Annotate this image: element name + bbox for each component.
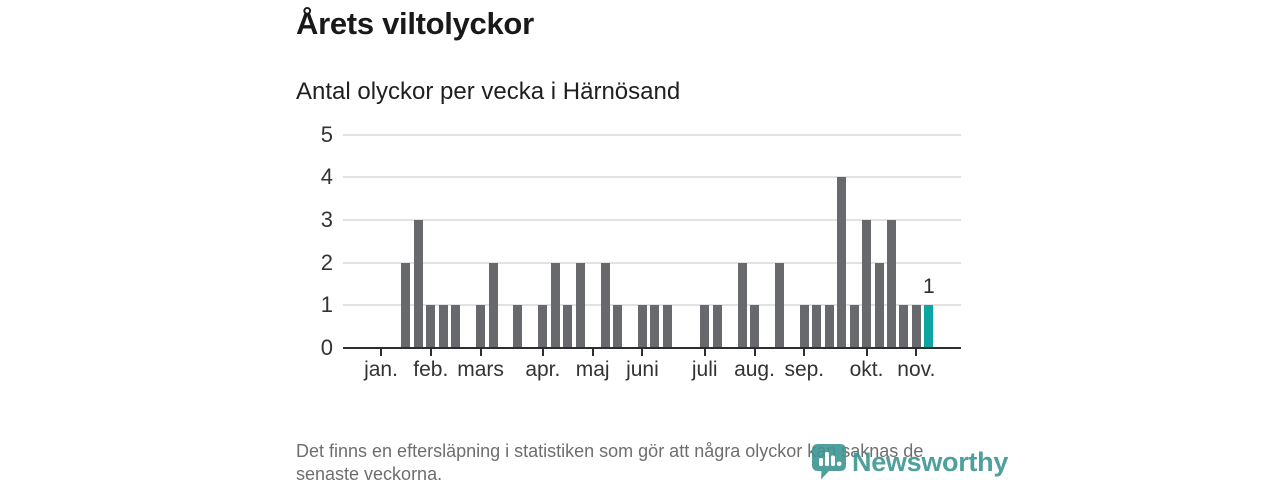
bar-week-40 (862, 219, 872, 347)
bar-week-27 (700, 305, 710, 347)
x-tick-maj (591, 348, 594, 356)
x-axis-label-nov: nov. (897, 358, 936, 381)
x-axis-label-juni: juni (626, 358, 659, 381)
bar-week-44 (911, 305, 921, 347)
bar-week-9 (476, 305, 486, 347)
bar-week-37 (824, 305, 834, 347)
chart-subtitle: Antal olyckor per vecka i Härnösand (296, 78, 681, 105)
x-tick-juli (703, 348, 706, 356)
bar-week-15 (550, 262, 560, 347)
bar-week-12 (513, 305, 523, 347)
x-axis-label-jan: jan. (364, 358, 398, 381)
x-axis-label-apr: apr. (525, 358, 561, 381)
chart-title: Årets viltolyckor (296, 6, 534, 41)
y-axis-label-5: 5 (320, 121, 333, 147)
bar-week-43 (899, 305, 909, 347)
bar-week-10 (488, 262, 498, 347)
bar-week-24 (662, 305, 672, 347)
bar-week-7 (451, 305, 461, 347)
x-tick-sep (803, 348, 806, 356)
gridline-4 (343, 176, 961, 179)
bar-week-14 (538, 305, 548, 347)
x-tick-okt (865, 348, 868, 356)
y-axis-label-0: 0 (320, 335, 333, 360)
bar-week-23 (650, 305, 660, 347)
bar-week-17 (575, 262, 585, 347)
x-tick-nov (915, 348, 918, 356)
gridline-5 (343, 133, 961, 136)
bar-week-5 (426, 305, 436, 347)
highlight-value-label: 1 (922, 275, 935, 299)
bar-week-22 (637, 305, 647, 347)
footnote-line-2: senaste veckorna. (296, 464, 443, 480)
bar-week-4 (413, 219, 423, 347)
newsworthy-logo-text: Newsworthy (852, 446, 1009, 477)
newsworthy-pin-barchart-icon (812, 444, 846, 480)
x-tick-juni (641, 348, 644, 356)
bar-week-16 (563, 305, 573, 347)
x-axis-label-aug: aug. (734, 358, 775, 381)
x-tick-apr (541, 348, 544, 356)
y-axis-label-3: 3 (320, 206, 333, 232)
x-axis-label-maj: maj (575, 358, 610, 381)
bar-week-30 (737, 262, 747, 347)
x-tick-jan (380, 348, 382, 356)
bar-week-19 (600, 262, 610, 347)
footnote: Det finns en eftersläpning i statistiken… (296, 440, 923, 480)
bar-week-6 (438, 305, 448, 347)
x-axis-label-juli: juli (691, 358, 718, 381)
x-axis-label-mars: mars (457, 358, 504, 381)
newsworthy-logo: Newsworthy (812, 444, 1008, 480)
bar-week-31 (750, 305, 759, 347)
x-axis-label-feb: feb. (413, 358, 449, 381)
gridline-3 (343, 218, 961, 221)
y-axis-label-2: 2 (320, 249, 333, 275)
x-tick-aug (753, 348, 756, 356)
bar-week-20 (613, 305, 623, 347)
bar-week-28 (712, 305, 722, 347)
y-axis-label-4: 4 (320, 164, 333, 190)
bar-week-38 (837, 177, 847, 347)
bar-week-33 (774, 262, 784, 347)
bar-week-39 (849, 305, 859, 347)
x-axis-label-sep: sep. (784, 358, 825, 381)
gridline-2 (343, 261, 961, 264)
footnote-line-1: Det finns en eftersläpning i statistiken… (296, 441, 924, 461)
x-axis-label-okt: okt. (849, 358, 884, 381)
x-axis-line (343, 347, 961, 349)
x-tick-mars (479, 348, 482, 356)
bar-week-36 (812, 305, 822, 347)
bar-week-41 (874, 262, 884, 347)
x-tick-feb (429, 348, 432, 356)
bar-week-45 (924, 305, 934, 347)
bar-week-35 (799, 305, 809, 347)
bar-week-42 (886, 219, 896, 347)
y-axis-label-1: 1 (320, 292, 333, 318)
bar-week-3 (401, 262, 411, 347)
